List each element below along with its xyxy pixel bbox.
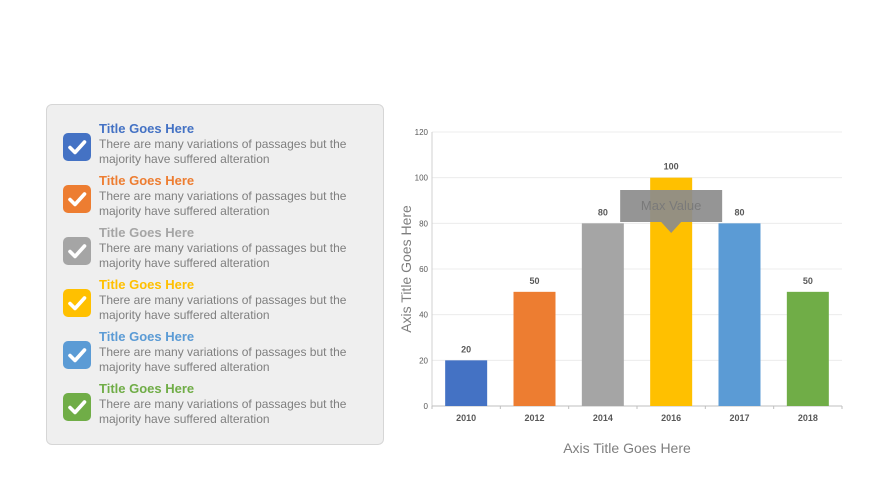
bar (581, 223, 624, 406)
item-title: Title Goes Here (99, 381, 195, 396)
checkbox[interactable] (63, 341, 91, 369)
y-tick-label: 60 (419, 265, 428, 274)
bar (718, 223, 761, 406)
checkmark-icon (63, 185, 91, 213)
list-item: Title Goes Here There are many variation… (63, 277, 363, 333)
y-axis-title: Axis Title Goes Here (398, 205, 414, 333)
list-item: Title Goes Here There are many variation… (63, 329, 363, 385)
list-item: Title Goes Here There are many variation… (63, 381, 363, 437)
list-item: Title Goes Here There are many variation… (63, 225, 363, 281)
list-item: Title Goes Here There are many variation… (63, 121, 363, 177)
item-description: There are many variations of passages bu… (99, 397, 347, 426)
checkmark-icon (63, 237, 91, 265)
y-tick-label: 120 (415, 128, 429, 137)
annotation-label: Max Value (641, 198, 701, 213)
checkbox[interactable] (63, 185, 91, 213)
legend-panel: Title Goes Here There are many variation… (46, 104, 384, 445)
data-label: 20 (461, 344, 471, 354)
item-description: There are many variations of passages bu… (99, 241, 347, 270)
y-tick-label: 0 (424, 402, 429, 411)
y-tick-label: 40 (419, 311, 428, 320)
checkmark-icon (63, 393, 91, 421)
bar (786, 291, 829, 406)
checkmark-icon (63, 133, 91, 161)
checkmark-icon (63, 341, 91, 369)
checkbox[interactable] (63, 237, 91, 265)
data-label: 80 (598, 207, 608, 217)
bar (445, 360, 488, 406)
checkbox[interactable] (63, 393, 91, 421)
item-description: There are many variations of passages bu… (99, 189, 347, 218)
checkmark-icon (63, 289, 91, 317)
x-tick-label: 2010 (456, 413, 476, 423)
list-item: Title Goes Here There are many variation… (63, 173, 363, 229)
data-label: 50 (529, 276, 539, 286)
x-axis-title: Axis Title Goes Here (563, 440, 691, 456)
data-label: 100 (664, 162, 679, 172)
x-tick-label: 2017 (729, 413, 749, 423)
item-description: There are many variations of passages bu… (99, 137, 347, 166)
y-tick-label: 80 (419, 219, 428, 228)
item-description: There are many variations of passages bu… (99, 293, 347, 322)
annotation-callout (620, 190, 723, 233)
x-tick-label: 2018 (798, 413, 818, 423)
checkbox[interactable] (63, 289, 91, 317)
data-label: 80 (734, 207, 744, 217)
item-title: Title Goes Here (99, 225, 195, 240)
item-title: Title Goes Here (99, 121, 195, 136)
item-description: There are many variations of passages bu… (99, 345, 347, 374)
item-title: Title Goes Here (99, 329, 195, 344)
y-tick-label: 100 (415, 174, 429, 183)
item-title: Title Goes Here (99, 173, 195, 188)
data-label: 50 (803, 276, 813, 286)
item-title: Title Goes Here (99, 277, 195, 292)
checkbox[interactable] (63, 133, 91, 161)
bar (513, 291, 556, 406)
y-tick-label: 20 (419, 356, 428, 365)
x-tick-label: 2014 (593, 413, 613, 423)
x-tick-label: 2012 (524, 413, 544, 423)
x-tick-label: 2016 (661, 413, 681, 423)
